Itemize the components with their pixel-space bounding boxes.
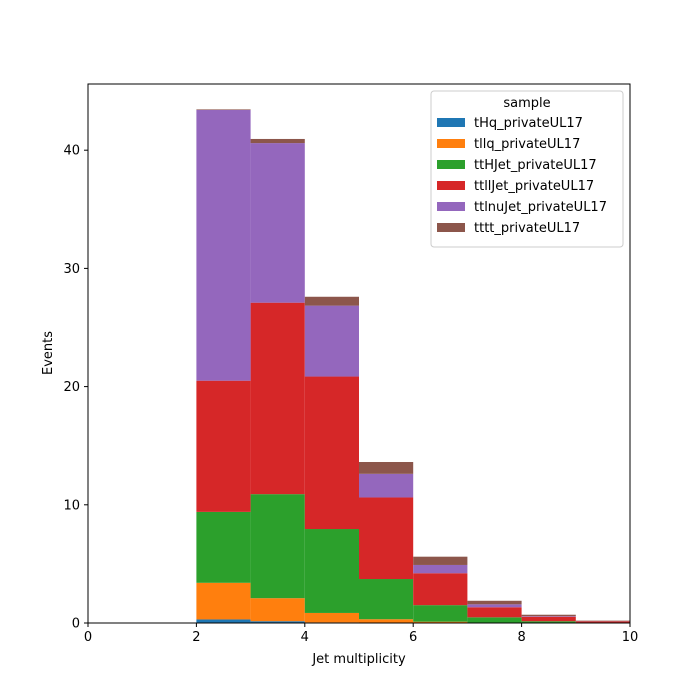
legend-label-ttlnuJet_privateUL17: ttlnuJet_privateUL17 [474,200,607,215]
legend-label-tHq_privateUL17: tHq_privateUL17 [474,116,583,131]
x-axis-ticks: 0 2 4 6 8 10 [84,623,638,645]
legend-label-tttt_privateUL17: tttt_privateUL17 [474,221,580,236]
bar-ttHJet_privateUL17-bin-3 [250,494,305,599]
bar-tllq_privateUL17-bin-3 [250,598,305,622]
bar-ttHJet_privateUL17-bin-2 [196,511,251,583]
x-tick-label: 10 [622,630,639,645]
y-tick-label: 40 [63,144,80,159]
bar-tttt_privateUL17-bin-3 [250,138,305,144]
bar-ttlnuJet_privateUL17-bin-3 [250,143,305,303]
y-axis-label: Events [41,331,56,375]
bar-tttt_privateUL17-bin-4 [304,296,359,306]
bar-ttlnuJet_privateUL17-bin-5 [359,473,414,498]
bar-ttlnuJet_privateUL17-bin-7 [467,604,522,608]
x-tick-label: 4 [301,630,309,645]
bar-ttlnuJet_privateUL17-bin-4 [304,305,359,377]
legend-swatch-ttllJet_privateUL17 [437,181,465,190]
bar-tttt_privateUL17-bin-6 [413,556,468,565]
bar-ttlnuJet_privateUL17-bin-2 [196,110,251,381]
legend-label-ttllJet_privateUL17: ttllJet_privateUL17 [474,179,594,194]
bar-ttllJet_privateUL17-bin-4 [304,376,359,530]
bar-tllq_privateUL17-bin-5 [359,619,414,623]
y-tick-label: 0 [72,617,80,632]
y-tick-label: 20 [63,380,80,395]
y-tick-label: 30 [63,262,80,277]
bar-tHq_privateUL17-bin-3 [250,621,305,623]
bar-ttHJet_privateUL17-bin-4 [304,529,359,613]
legend-box [430,90,624,248]
bar-tllq_privateUL17-bin-2 [196,582,251,620]
bar-ttHJet_privateUL17-bin-7 [467,617,522,623]
bar-ttlnuJet_privateUL17-bin-8 [521,616,576,617]
bar-ttllJet_privateUL17-bin-6 [413,573,468,606]
bar-tttt_privateUL17-bin-9 [575,620,630,622]
bar-ttlnuJet_privateUL17-bin-6 [413,564,468,574]
x-axis-label: Jet multiplicity [311,652,406,667]
bar-ttllJet_privateUL17-bin-9 [575,621,630,623]
x-tick-label: 0 [84,630,92,645]
bar-tttt_privateUL17-bin-7 [467,600,522,605]
x-tick-label: 8 [517,630,525,645]
bar-tttt_privateUL17-bin-2 [196,109,251,111]
legend: sample tHq_privateUL17 tllq_privateUL17 ttH… [430,90,624,248]
bar-ttllJet_privateUL17-bin-8 [521,616,576,622]
bar-tllq_privateUL17-bin-4 [304,612,359,623]
bar-ttllJet_privateUL17-bin-7 [467,607,522,618]
bar-tHq_privateUL17-bin-2 [196,619,251,623]
bar-ttllJet_privateUL17-bin-2 [196,380,251,512]
y-tick-label: 10 [63,498,80,513]
bar-tttt_privateUL17-bin-5 [359,462,414,474]
bar-ttllJet_privateUL17-bin-3 [250,302,305,495]
bar-ttHJet_privateUL17-bin-6 [413,605,468,622]
bars-layer [196,109,630,623]
x-tick-label: 2 [192,630,200,645]
x-tick-label: 6 [409,630,417,645]
legend-swatch-tttt_privateUL17 [437,223,465,232]
bar-tttt_privateUL17-bin-8 [521,614,576,617]
legend-title: sample [503,96,550,111]
legend-swatch-ttlnuJet_privateUL17 [437,202,465,211]
legend-swatch-tHq_privateUL17 [437,118,465,127]
bar-tllq_privateUL17-bin-6 [413,621,468,623]
legend-swatch-ttHJet_privateUL17 [437,160,465,169]
bar-ttHJet_privateUL17-bin-5 [359,579,414,620]
bar-ttHJet_privateUL17-bin-8 [521,621,576,623]
legend-label-ttHJet_privateUL17: ttHJet_privateUL17 [474,158,597,173]
axes-frame [87,83,631,624]
bar-ttllJet_privateUL17-bin-5 [359,497,414,580]
legend-label-tllq_privateUL17: tllq_privateUL17 [474,137,580,152]
legend-swatch-tllq_privateUL17 [437,139,465,148]
y-axis-ticks: 0 10 20 30 40 [63,144,88,632]
